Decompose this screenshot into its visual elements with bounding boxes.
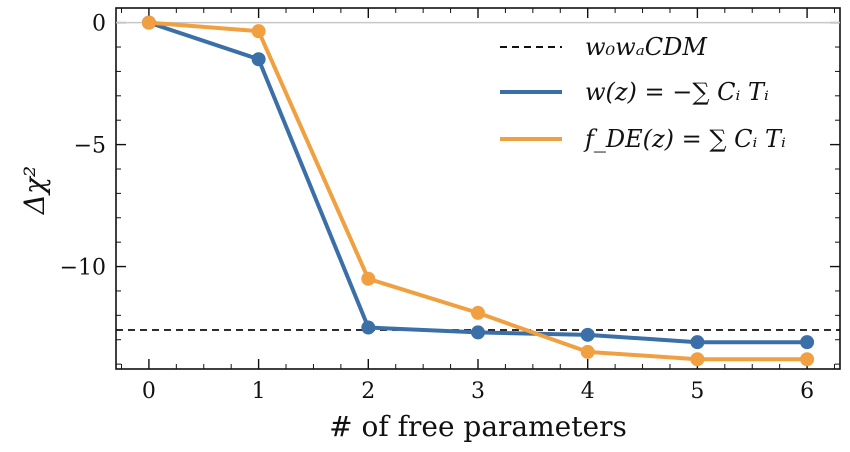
series-2-point bbox=[690, 352, 705, 367]
series-points bbox=[141, 15, 815, 367]
series-1-point bbox=[251, 52, 266, 67]
tick-labels: 0 1 2 3 4 5 6 0 −5 −10 bbox=[60, 12, 815, 404]
x-tick-label: 5 bbox=[690, 379, 704, 404]
x-tick-label: 4 bbox=[581, 379, 595, 404]
series-2-point bbox=[471, 305, 485, 320]
x-axis-label: # of free parameters bbox=[329, 410, 627, 443]
legend-label-reference: w₀wₐCDM bbox=[585, 33, 708, 61]
series-2-point bbox=[251, 24, 266, 39]
y-tick-label: −5 bbox=[74, 134, 106, 159]
series-2-point bbox=[361, 271, 376, 286]
x-tick-label: 3 bbox=[471, 379, 485, 404]
legend-label-series-1: w(z) = −∑ Cᵢ Tᵢ bbox=[585, 78, 769, 106]
legend: w₀wₐCDM w(z) = −∑ Cᵢ Tᵢ f_DE(z) = ∑ Cᵢ T… bbox=[500, 33, 786, 153]
y-tick-label: 0 bbox=[92, 12, 106, 37]
series-2-point bbox=[141, 15, 156, 30]
x-tick-label: 6 bbox=[800, 379, 814, 404]
series-line-1 bbox=[148, 20, 808, 345]
series-1-point bbox=[361, 320, 376, 335]
y-axis-label: Δχ² bbox=[18, 166, 51, 215]
x-tick-label: 2 bbox=[361, 379, 375, 404]
x-tick-label: 0 bbox=[142, 379, 156, 404]
x-tick-label: 1 bbox=[252, 379, 266, 404]
series-1-point bbox=[471, 325, 485, 340]
series-1-point bbox=[580, 327, 595, 342]
series-1-point bbox=[800, 335, 815, 350]
legend-label-series-2: f_DE(z) = ∑ Cᵢ Tᵢ bbox=[583, 125, 786, 153]
reference-lines bbox=[116, 21, 840, 331]
series-1-point bbox=[690, 335, 705, 350]
y-tick-label: −10 bbox=[60, 256, 106, 281]
series-2-point bbox=[800, 352, 815, 367]
series-2-point bbox=[580, 344, 595, 359]
